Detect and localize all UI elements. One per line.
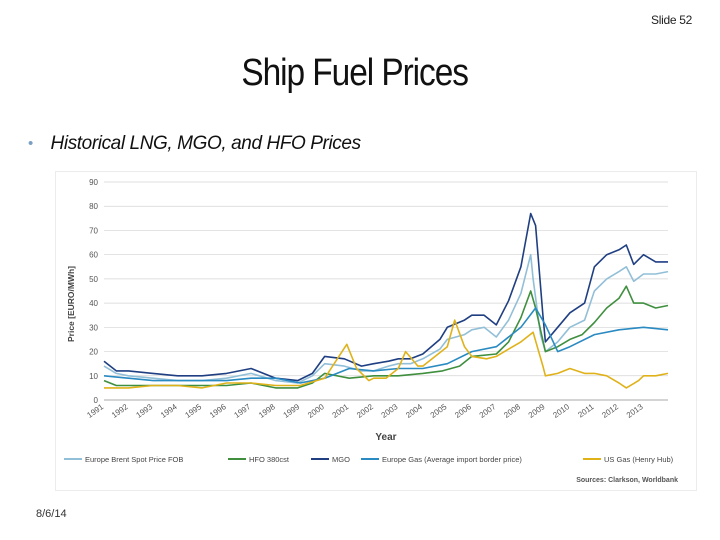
x-tick-label: 1996 bbox=[208, 402, 228, 420]
x-tick-label: 1994 bbox=[159, 402, 179, 420]
x-tick-label: 2009 bbox=[527, 402, 547, 420]
x-tick-label: 2008 bbox=[502, 402, 522, 420]
x-axis-label: Year bbox=[375, 432, 396, 443]
y-tick-label: 40 bbox=[89, 299, 98, 308]
bullet-text: Historical LNG, MGO, and HFO Prices bbox=[50, 133, 362, 154]
slide-number: Slide 52 bbox=[651, 13, 692, 27]
x-tick-label: 1998 bbox=[257, 402, 277, 420]
y-axis-label: Price [EURO/MWh] bbox=[66, 266, 76, 342]
series-line bbox=[103, 253, 669, 384]
x-tick-label: 2010 bbox=[551, 402, 571, 420]
y-tick-label: 60 bbox=[89, 251, 98, 260]
chart-source: Sources: Clarkson, Worldbank bbox=[576, 477, 678, 484]
x-tick-label: 1997 bbox=[233, 402, 253, 420]
y-tick-label: 90 bbox=[89, 178, 98, 187]
chart-container: 0 10 20 30 40 50 60 70 80 90 1991 1992 1993 1994 1995… bbox=[56, 172, 696, 490]
x-tick-label: 2012 bbox=[600, 402, 620, 420]
series-line bbox=[103, 285, 669, 389]
legend-label: HFO 380cst bbox=[249, 455, 290, 464]
series-line bbox=[103, 307, 669, 384]
x-tick-label: 2007 bbox=[478, 402, 498, 420]
x-tick-label: 1995 bbox=[183, 402, 203, 420]
x-tick-label: 2001 bbox=[331, 402, 351, 420]
x-tick-label: 2005 bbox=[429, 402, 449, 420]
x-tick-label: 1991 bbox=[85, 402, 105, 420]
y-tick-label: 80 bbox=[89, 202, 98, 211]
x-tick-label: 2011 bbox=[576, 402, 596, 420]
series-line bbox=[103, 212, 668, 382]
legend-label: US Gas (Henry Hub) bbox=[604, 455, 674, 464]
legend-label: Europe Gas (Average import border price) bbox=[382, 455, 522, 464]
x-tick-label: 2003 bbox=[380, 402, 400, 420]
slide-title: Ship Fuel Prices bbox=[241, 52, 469, 94]
bullet-point: • Historical LNG, MGO, and HFO Prices bbox=[28, 133, 361, 155]
fuel-price-chart: 0 10 20 30 40 50 60 70 80 90 1991 1992 1993 1994 1995… bbox=[64, 178, 678, 484]
footer-date: 8/6/14 bbox=[36, 508, 67, 520]
legend-label: MGO bbox=[332, 455, 350, 464]
x-tick-label: 2002 bbox=[355, 402, 375, 420]
x-tick-label: 2006 bbox=[453, 402, 473, 420]
x-tick-label: 2013 bbox=[625, 402, 645, 420]
x-tick-label: 1992 bbox=[110, 402, 130, 420]
x-tick-label: 1993 bbox=[134, 402, 154, 420]
x-tick-label: 2000 bbox=[306, 402, 326, 420]
x-tick-label: 2004 bbox=[404, 402, 424, 420]
series-line bbox=[104, 319, 669, 389]
bullet-dot-icon: • bbox=[28, 135, 34, 152]
y-tick-label: 0 bbox=[94, 396, 99, 405]
y-tick-label: 10 bbox=[89, 372, 98, 381]
x-tick-label: 1999 bbox=[282, 402, 302, 420]
y-tick-label: 50 bbox=[89, 275, 98, 284]
y-tick-label: 70 bbox=[89, 226, 98, 235]
y-tick-label: 20 bbox=[89, 348, 98, 357]
legend-label: Europe Brent Spot Price FOB bbox=[85, 455, 183, 464]
y-tick-label: 30 bbox=[89, 323, 98, 332]
